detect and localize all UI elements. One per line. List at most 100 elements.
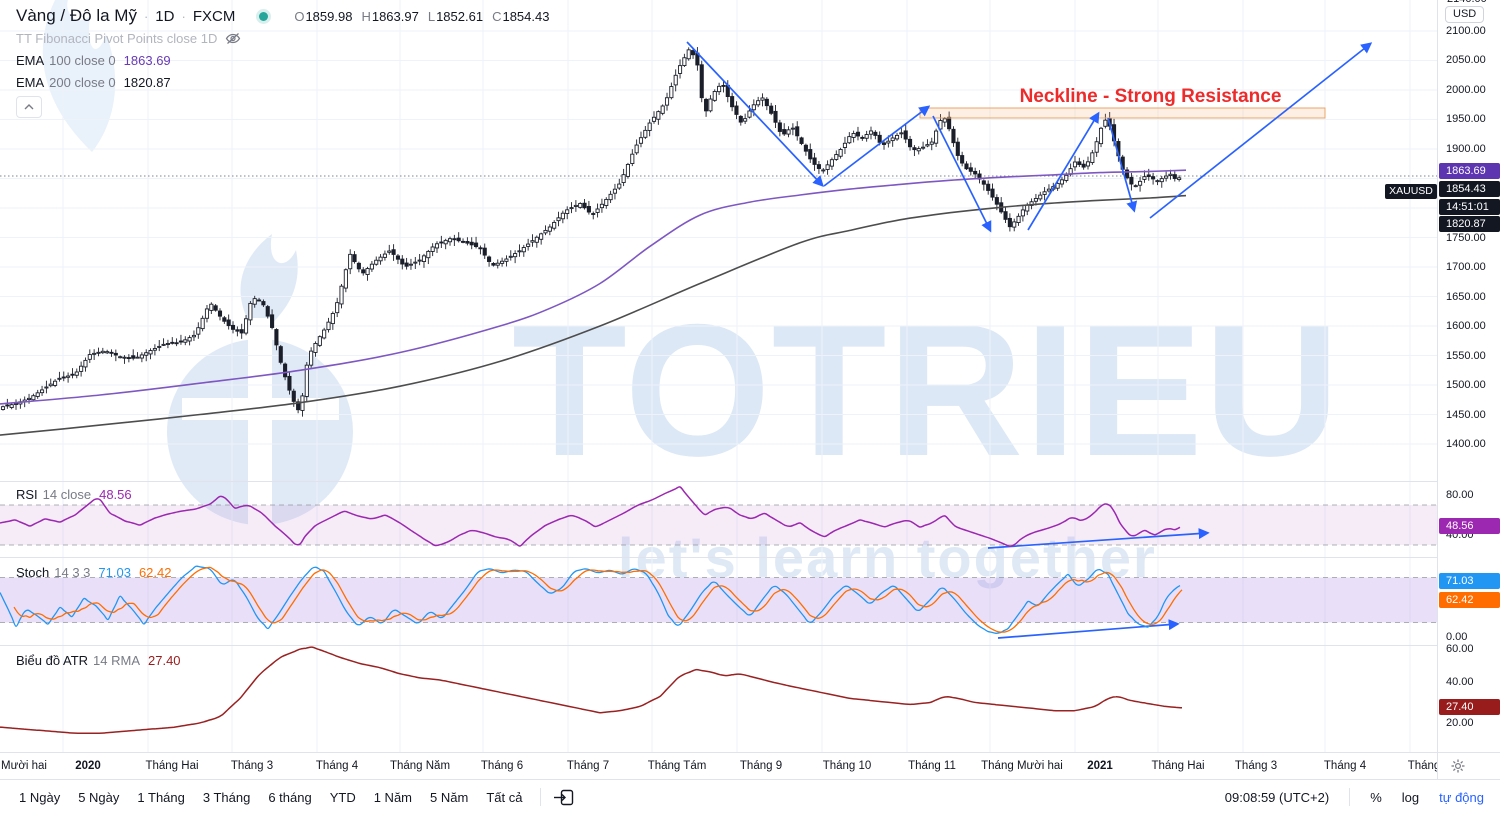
auto-scale-button[interactable]: tự động: [1439, 789, 1484, 805]
atr-legend-row[interactable]: Biểu đồ ATR 14 RMA 27.40: [16, 652, 181, 668]
axis-separator: [0, 752, 1500, 753]
price-tick: 1750.00: [1446, 232, 1486, 244]
legend-collapse-button[interactable]: [16, 96, 42, 118]
time-label: 2020: [75, 760, 101, 772]
percent-scale-button[interactable]: %: [1370, 789, 1382, 805]
time-label: 2021: [1087, 760, 1113, 772]
toolbar-divider: [540, 788, 542, 806]
ema200-indicator-row[interactable]: EMA 200 close 0 1820.87: [16, 71, 549, 93]
fib-indicator-label[interactable]: TT Fibonacci Pivot Points close 1D: [16, 30, 218, 46]
stoch-params: 14 3 3: [54, 564, 91, 580]
ema100-name[interactable]: EMA: [16, 52, 45, 68]
go-to-date-button[interactable]: [553, 789, 574, 806]
range-button[interactable]: YTD: [329, 789, 356, 805]
range-button[interactable]: 6 tháng: [268, 789, 312, 805]
price-axis[interactable]: 2140.00 USD 2100.00 2050.00 2000.00 1950.00…: [1437, 0, 1500, 752]
price-badge: 1820.87: [1439, 216, 1500, 232]
low-label: L: [427, 8, 436, 24]
ema200-params: 200 close 0: [49, 74, 116, 90]
price-tick: 1550.00: [1446, 350, 1486, 362]
rsi-legend-row[interactable]: RSI 14 close 48.56: [16, 486, 132, 502]
ohlc-values: O1859.98 H1863.97 L1852.61 C1854.43: [294, 9, 549, 24]
atr-tick: 60.00: [1446, 643, 1474, 655]
price-tick: 1950.00: [1446, 113, 1486, 125]
symbol-legend-row[interactable]: Vàng / Đô la Mỹ · 1D · FXCM O1859.98 H18…: [16, 5, 549, 27]
price-tick: 1900.00: [1446, 143, 1486, 155]
panel-separator[interactable]: [0, 645, 1500, 646]
interval-label[interactable]: 1D: [155, 7, 175, 25]
symbol-title[interactable]: Vàng / Đô la Mỹ: [16, 6, 137, 25]
range-button[interactable]: 1 Ngày: [19, 789, 61, 805]
range-button[interactable]: 1 Tháng: [137, 789, 185, 805]
clock[interactable]: 09:08:59 (UTC+2): [1224, 789, 1330, 805]
time-label: Tháng 9: [739, 760, 783, 772]
price-tick: 2100.00: [1446, 25, 1486, 37]
range-button[interactable]: 5 Ngày: [78, 789, 120, 805]
open-value: 1859.98: [305, 8, 353, 24]
atr-badge: 27.40: [1439, 699, 1500, 715]
rsi-tick: 80.00: [1446, 489, 1474, 501]
price-tick: 2000.00: [1446, 84, 1486, 96]
time-axis-corner: [1437, 753, 1500, 779]
bottom-toolbar: 1 Ngày 5 Ngày 1 Tháng 3 Tháng 6 tháng YTD 1 Nă…: [0, 779, 1500, 814]
atr-name[interactable]: Biểu đồ ATR: [16, 652, 89, 668]
atr-value: 27.40: [148, 652, 181, 668]
time-label: Tháng Mười hai: [981, 760, 1063, 772]
time-label: Tháng: [1407, 760, 1437, 772]
price-badge: 1854.43: [1439, 181, 1500, 197]
stoch-name[interactable]: Stoch: [16, 564, 50, 580]
indicator-bands: [0, 504, 1437, 623]
panel-separator[interactable]: [0, 557, 1500, 558]
panel-separator[interactable]: [0, 481, 1500, 482]
rsi-name[interactable]: RSI: [16, 486, 38, 502]
range-button[interactable]: Tất cả: [486, 789, 523, 805]
ema100-indicator-row[interactable]: EMA 100 close 0 1863.69: [16, 49, 549, 71]
ema100-params: 100 close 0: [49, 52, 116, 68]
time-axis[interactable]: Mười hai 2020 Tháng Hai Tháng 3 Tháng 4 Tháng…: [0, 753, 1437, 779]
atr-params: 14 RMA: [93, 652, 140, 668]
time-label: Tháng Năm: [389, 760, 451, 772]
trend-arrows[interactable]: [686, 41, 1373, 639]
neckline-annotation[interactable]: Neckline - Strong Resistance: [1020, 86, 1282, 107]
separator-dot: ·: [181, 8, 186, 24]
time-label: Mười hai: [1, 760, 47, 772]
neckline-zone[interactable]: [919, 107, 1326, 119]
time-label: Tháng Hai: [1151, 760, 1205, 772]
time-label: Tháng Tám: [647, 760, 707, 772]
price-tick: 1600.00: [1446, 320, 1486, 332]
toolbar-divider: [1349, 788, 1351, 806]
ema100-value: 1863.69: [123, 52, 171, 68]
range-button[interactable]: 5 Năm: [430, 789, 469, 805]
atr-line[interactable]: [0, 646, 1183, 735]
stoch-badge: 71.03: [1439, 573, 1500, 589]
rsi-value: 48.56: [99, 486, 132, 502]
atr-tick: 40.00: [1446, 676, 1474, 688]
time-label: Tháng 3: [230, 760, 274, 772]
time-label: Tháng 10: [822, 760, 872, 772]
eye-hidden-icon[interactable]: [225, 32, 241, 45]
high-label: H: [361, 8, 371, 24]
stoch-d-line[interactable]: [13, 566, 1183, 633]
fib-indicator-row[interactable]: TT Fibonacci Pivot Points close 1D: [16, 27, 549, 49]
atr-tick: 20.00: [1446, 717, 1474, 729]
ema200-value: 1820.87: [123, 74, 171, 90]
time-label: Tháng 7: [566, 760, 610, 772]
price-tick: 1700.00: [1446, 261, 1486, 273]
gear-icon[interactable]: [1450, 758, 1466, 774]
exchange-label[interactable]: FXCM: [192, 7, 236, 25]
ema100-line[interactable]: [0, 169, 1187, 405]
log-scale-button[interactable]: log: [1401, 789, 1420, 805]
currency-toggle-button[interactable]: USD: [1445, 6, 1485, 23]
stoch-tick: 0.00: [1446, 631, 1468, 643]
ema200-line[interactable]: [0, 194, 1187, 436]
range-button[interactable]: 3 Tháng: [202, 789, 251, 805]
stoch-legend-row[interactable]: Stoch 14 3 3 71.03 62.42: [16, 564, 172, 580]
stoch-d-value: 62.42: [138, 564, 172, 580]
market-status-icon[interactable]: [259, 11, 269, 21]
rsi-params: 14 close: [42, 486, 92, 502]
ema200-name[interactable]: EMA: [16, 74, 45, 90]
open-label: O: [294, 8, 305, 24]
stoch-badge: 62.42: [1439, 592, 1500, 608]
range-button[interactable]: 1 Năm: [373, 789, 413, 805]
separator-dot: ·: [143, 8, 149, 24]
